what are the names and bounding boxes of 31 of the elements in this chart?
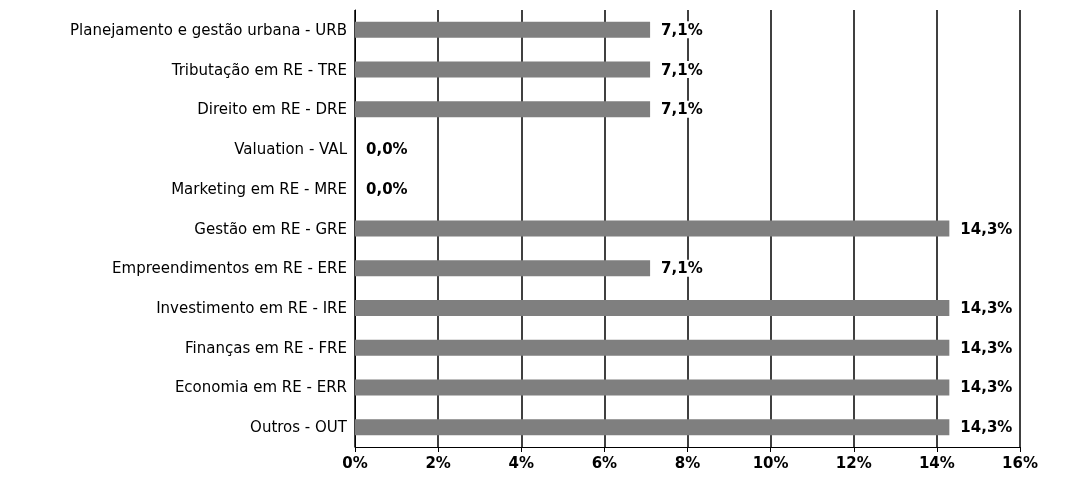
data-label: 0,0% xyxy=(366,179,408,198)
y-tick-label: Direito em RE - DRE xyxy=(197,100,347,119)
y-tick-label: Valuation - VAL xyxy=(234,140,348,159)
x-tick-label: 14% xyxy=(918,453,955,472)
y-tick-label: Finanças em RE - FRE xyxy=(185,338,347,357)
y-tick-label: Planejamento e gestão urbana - URB xyxy=(70,20,347,39)
x-tick-label: 0% xyxy=(342,453,368,472)
data-label: 7,1% xyxy=(661,60,703,79)
x-tick-label: 16% xyxy=(1002,453,1038,472)
x-tick-label: 2% xyxy=(425,453,451,472)
y-tick-label: Marketing em RE - MRE xyxy=(171,179,347,198)
x-tick-label: 6% xyxy=(591,453,618,472)
data-label: 7,1% xyxy=(661,20,703,39)
y-tick-label: Tributação em RE - TRE xyxy=(170,60,347,79)
x-tick-label: 8% xyxy=(674,453,701,472)
y-tick-label: Gestão em RE - GRE xyxy=(194,219,347,238)
y-tick-label: Investimento em RE - IRE xyxy=(156,298,347,317)
x-tick-label: 12% xyxy=(835,453,872,472)
data-label: 7,1% xyxy=(661,100,703,119)
y-tick-label: Economia em RE - ERR xyxy=(174,378,347,397)
data-label: 14,3% xyxy=(960,338,1013,357)
y-tick-label: Empreendimentos em RE - ERE xyxy=(112,259,347,278)
data-label: 14,3% xyxy=(960,418,1013,437)
y-tick-label: Outros - OUT xyxy=(250,418,348,437)
data-label: 14,3% xyxy=(960,298,1013,317)
data-label: 14,3% xyxy=(960,378,1013,397)
data-label: 0,0% xyxy=(366,140,408,159)
data-label: 7,1% xyxy=(661,259,703,278)
x-tick-label: 10% xyxy=(752,453,789,472)
data-label: 14,3% xyxy=(960,219,1013,238)
x-tick-label: 4% xyxy=(508,453,534,472)
